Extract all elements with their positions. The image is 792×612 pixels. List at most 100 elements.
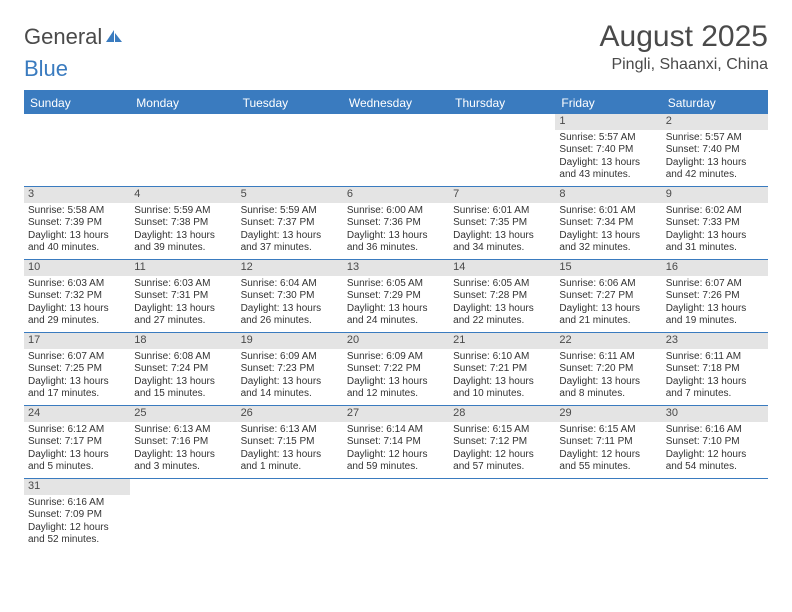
day-ss: Sunset: 7:34 PM (559, 217, 657, 230)
day-ss: Sunset: 7:12 PM (453, 436, 551, 449)
day-cell: 29Sunrise: 6:15 AMSunset: 7:11 PMDayligh… (555, 406, 661, 478)
day-number: 30 (662, 406, 768, 422)
day-d2: and 5 minutes. (28, 461, 126, 474)
day-sr: Sunrise: 6:09 AM (241, 351, 339, 364)
day-cell: 16Sunrise: 6:07 AMSunset: 7:26 PMDayligh… (662, 260, 768, 332)
day-number: 7 (449, 187, 555, 203)
day-d1: Daylight: 13 hours (666, 230, 764, 243)
day-d2: and 32 minutes. (559, 242, 657, 255)
day-ss: Sunset: 7:24 PM (134, 363, 232, 376)
day-d2: and 34 minutes. (453, 242, 551, 255)
day-d2: and 54 minutes. (666, 461, 764, 474)
empty-cell (24, 114, 130, 186)
calendar: SundayMondayTuesdayWednesdayThursdayFrid… (24, 90, 768, 551)
day-ss: Sunset: 7:09 PM (28, 509, 126, 522)
day-cell: 8Sunrise: 6:01 AMSunset: 7:34 PMDaylight… (555, 187, 661, 259)
month-title: August 2025 (600, 20, 768, 54)
day-ss: Sunset: 7:31 PM (134, 290, 232, 303)
day-ss: Sunset: 7:30 PM (241, 290, 339, 303)
day-d1: Daylight: 13 hours (28, 230, 126, 243)
title-block: August 2025 Pingli, Shaanxi, China (600, 20, 768, 74)
day-ss: Sunset: 7:16 PM (134, 436, 232, 449)
day-cell: 1Sunrise: 5:57 AMSunset: 7:40 PMDaylight… (555, 114, 661, 186)
day-d1: Daylight: 13 hours (347, 303, 445, 316)
day-d2: and 7 minutes. (666, 388, 764, 401)
day-sr: Sunrise: 6:12 AM (28, 424, 126, 437)
dow-cell: Sunday (24, 92, 130, 114)
day-sr: Sunrise: 6:16 AM (28, 497, 126, 510)
day-number: 9 (662, 187, 768, 203)
sail-icon (104, 24, 124, 50)
day-cell: 28Sunrise: 6:15 AMSunset: 7:12 PMDayligh… (449, 406, 555, 478)
day-d1: Daylight: 13 hours (347, 376, 445, 389)
day-cell: 27Sunrise: 6:14 AMSunset: 7:14 PMDayligh… (343, 406, 449, 478)
dow-cell: Monday (130, 92, 236, 114)
day-cell: 2Sunrise: 5:57 AMSunset: 7:40 PMDaylight… (662, 114, 768, 186)
day-sr: Sunrise: 6:15 AM (559, 424, 657, 437)
day-d2: and 42 minutes. (666, 169, 764, 182)
day-number: 12 (237, 260, 343, 276)
logo-text: General Blue (24, 24, 124, 82)
day-ss: Sunset: 7:20 PM (559, 363, 657, 376)
weeks-container: 1Sunrise: 5:57 AMSunset: 7:40 PMDaylight… (24, 114, 768, 551)
week-row: 24Sunrise: 6:12 AMSunset: 7:17 PMDayligh… (24, 406, 768, 479)
day-number: 21 (449, 333, 555, 349)
day-ss: Sunset: 7:18 PM (666, 363, 764, 376)
logo-part1: General (24, 24, 102, 49)
day-d1: Daylight: 12 hours (559, 449, 657, 462)
empty-cell (237, 479, 343, 551)
day-cell: 18 Sunrise: 6:08 AMSunset: 7:24 PMDayligh… (130, 333, 236, 405)
day-cell: 13Sunrise: 6:05 AMSunset: 7:29 PMDayligh… (343, 260, 449, 332)
day-d2: and 43 minutes. (559, 169, 657, 182)
day-d1: Daylight: 13 hours (134, 376, 232, 389)
day-number: 18 (130, 333, 236, 349)
day-d2: and 55 minutes. (559, 461, 657, 474)
dow-cell: Saturday (662, 92, 768, 114)
day-d2: and 52 minutes. (28, 534, 126, 547)
day-number: 8 (555, 187, 661, 203)
day-ss: Sunset: 7:11 PM (559, 436, 657, 449)
day-d1: Daylight: 13 hours (28, 303, 126, 316)
day-number: 27 (343, 406, 449, 422)
day-ss: Sunset: 7:15 PM (241, 436, 339, 449)
day-ss: Sunset: 7:37 PM (241, 217, 339, 230)
day-d1: Daylight: 13 hours (28, 376, 126, 389)
day-d1: Daylight: 13 hours (666, 376, 764, 389)
day-cell: 24Sunrise: 6:12 AMSunset: 7:17 PMDayligh… (24, 406, 130, 478)
day-sr: Sunrise: 6:02 AM (666, 205, 764, 218)
day-d2: and 59 minutes. (347, 461, 445, 474)
day-number: 13 (343, 260, 449, 276)
day-of-week-row: SundayMondayTuesdayWednesdayThursdayFrid… (24, 92, 768, 114)
day-sr: Sunrise: 6:14 AM (347, 424, 445, 437)
day-sr: Sunrise: 6:00 AM (347, 205, 445, 218)
day-d1: Daylight: 13 hours (28, 449, 126, 462)
day-number: 16 (662, 260, 768, 276)
day-d2: and 14 minutes. (241, 388, 339, 401)
day-d2: and 15 minutes. (134, 388, 232, 401)
day-d2: and 39 minutes. (134, 242, 232, 255)
day-sr: Sunrise: 6:13 AM (241, 424, 339, 437)
day-d1: Daylight: 13 hours (666, 303, 764, 316)
day-d2: and 37 minutes. (241, 242, 339, 255)
day-ss: Sunset: 7:14 PM (347, 436, 445, 449)
week-row: 10Sunrise: 6:03 AMSunset: 7:32 PMDayligh… (24, 260, 768, 333)
day-ss: Sunset: 7:36 PM (347, 217, 445, 230)
day-cell: 9Sunrise: 6:02 AMSunset: 7:33 PMDaylight… (662, 187, 768, 259)
day-sr: Sunrise: 5:59 AM (134, 205, 232, 218)
day-sr: Sunrise: 6:09 AM (347, 351, 445, 364)
day-sr: Sunrise: 6:08 AM (134, 351, 232, 364)
day-sr: Sunrise: 6:16 AM (666, 424, 764, 437)
day-d1: Daylight: 12 hours (28, 522, 126, 535)
day-cell: 11Sunrise: 6:03 AMSunset: 7:31 PMDayligh… (130, 260, 236, 332)
day-cell: 30Sunrise: 6:16 AMSunset: 7:10 PMDayligh… (662, 406, 768, 478)
day-d1: Daylight: 13 hours (134, 449, 232, 462)
day-cell: 14Sunrise: 6:05 AMSunset: 7:28 PMDayligh… (449, 260, 555, 332)
day-d2: and 27 minutes. (134, 315, 232, 328)
logo-part2: Blue (24, 56, 68, 81)
empty-cell (555, 479, 661, 551)
day-sr: Sunrise: 5:59 AM (241, 205, 339, 218)
day-d1: Daylight: 13 hours (453, 376, 551, 389)
day-d1: Daylight: 13 hours (559, 157, 657, 170)
day-cell: 12Sunrise: 6:04 AMSunset: 7:30 PMDayligh… (237, 260, 343, 332)
day-ss: Sunset: 7:25 PM (28, 363, 126, 376)
